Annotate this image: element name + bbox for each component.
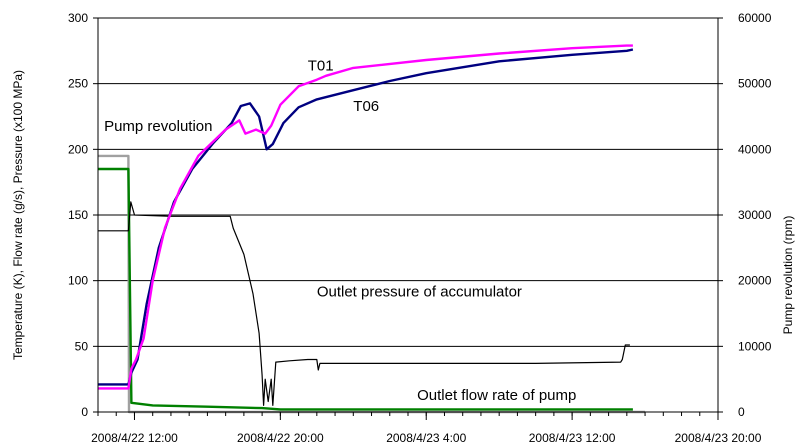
y-tick-label: 200 — [68, 142, 88, 156]
y2-tick-label: 30000 — [738, 208, 772, 222]
y-tick-label: 50 — [75, 339, 89, 353]
y-tick-label: 250 — [68, 77, 88, 91]
x-tick-label: 2008/4/23 20:00 — [675, 431, 762, 445]
series-line-outlet-pressure-of-accumulator — [98, 201, 630, 406]
annotation-layer: T01 T06 Pump revolution Outlet pressure of … — [104, 58, 576, 405]
annotation-outlet-flow-rate-of-pump: Outlet flow rate of pump — [417, 387, 576, 404]
y2-tick-label: 50000 — [738, 77, 772, 91]
y-axis-title: Temperature (K), Flow rate (g/s), Pressu… — [11, 70, 25, 360]
y2-axis-title: Pump revolution (rpm) — [781, 216, 795, 335]
annotation-t06: T06 — [353, 98, 379, 115]
annotation-t01: T01 — [308, 58, 334, 75]
y2-tick-label: 60000 — [738, 11, 772, 25]
series-line-t01 — [98, 44, 633, 390]
x-tick-label: 2008/4/23 12:00 — [529, 431, 616, 445]
y-tick-label: 300 — [68, 11, 88, 25]
series-line-outlet-flow-rate-of-pump — [98, 167, 633, 411]
x-tick-label: 2008/4/22 20:00 — [237, 431, 324, 445]
y2-tick-label: 20000 — [738, 274, 772, 288]
y2-tick-label: 40000 — [738, 142, 772, 156]
x-tick-label: 2008/4/22 12:00 — [91, 431, 178, 445]
grid-lines — [98, 83, 718, 347]
y2-tick-label: 0 — [738, 405, 745, 419]
x-tick-label: 2008/4/23 4:00 — [386, 431, 466, 445]
y-tick-label: 100 — [68, 274, 88, 288]
series-line-t06 — [98, 48, 634, 386]
y-tick-label: 0 — [81, 405, 88, 419]
y-tick-label: 150 — [68, 208, 88, 222]
y2-tick-label: 10000 — [738, 339, 772, 353]
annotation-outlet-pressure-of-accumulator: Outlet pressure of accumulator — [317, 283, 522, 300]
annotation-pump-revolution: Pump revolution — [104, 118, 212, 135]
tick-layer: 0 50 100 150 200 250 300 0 10000 20000 30000 40000 5… — [68, 11, 772, 445]
